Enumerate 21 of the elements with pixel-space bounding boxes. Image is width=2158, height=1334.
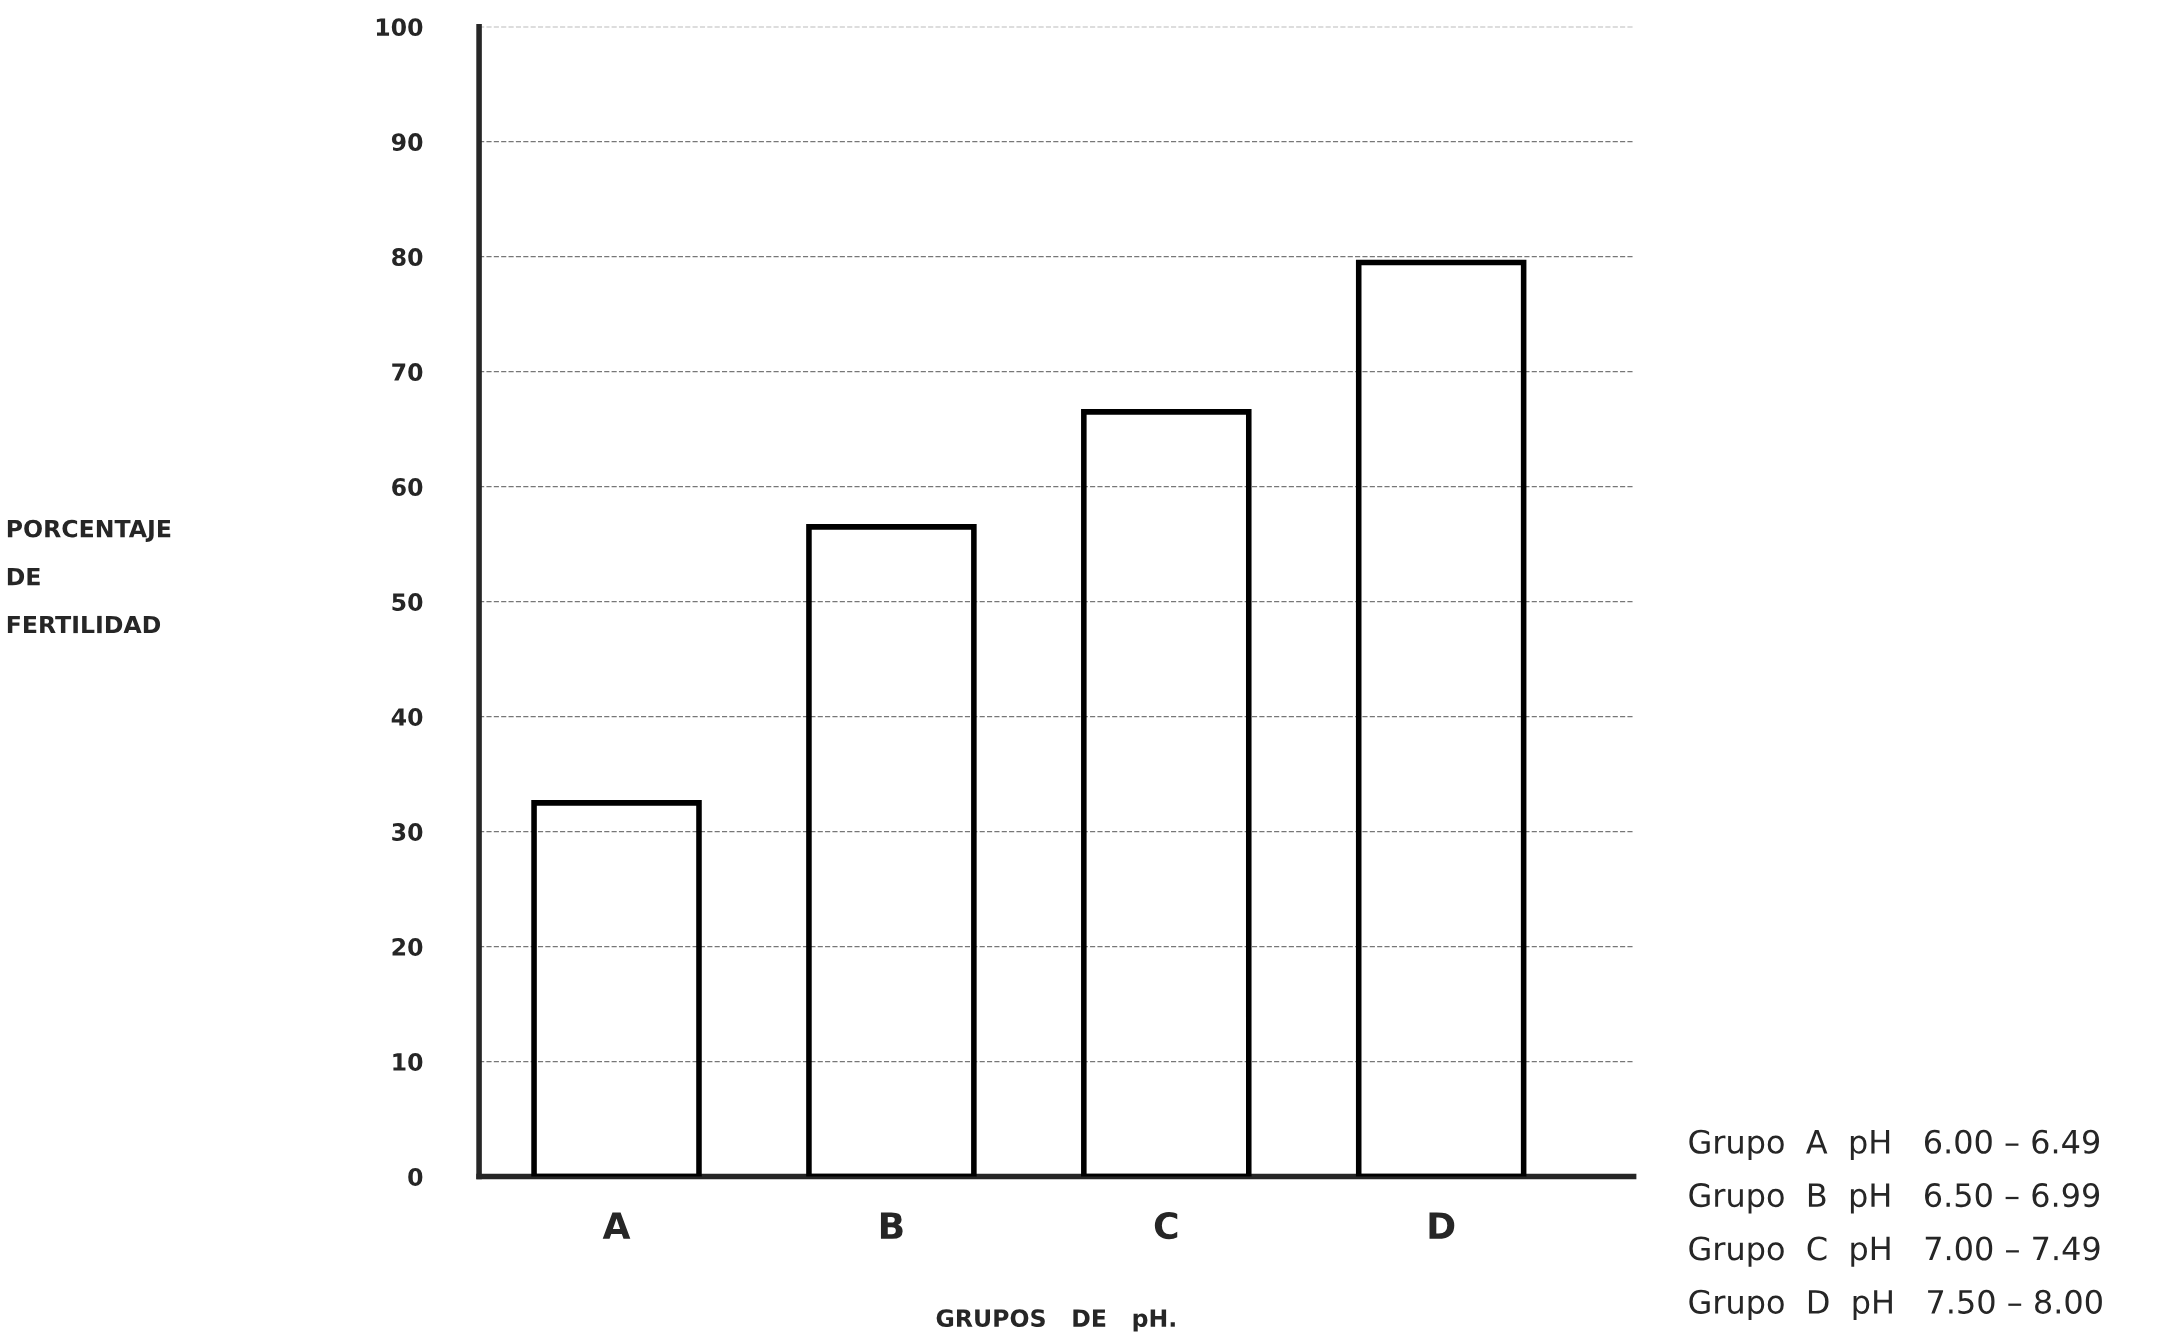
y-tick-label: 60 — [392, 478, 423, 496]
x-tick-label: A — [602, 1212, 631, 1239]
y-tick-label: 20 — [392, 938, 423, 956]
text: Grupo B pH 6.50 – 6.99 — [1689, 1183, 2100, 1214]
x-tick-label: B — [880, 1212, 903, 1239]
x-tick-label: C — [1154, 1211, 1178, 1240]
x-tick-label: D — [1429, 1212, 1455, 1239]
y-tick-label: 50 — [392, 593, 423, 611]
y-tick-label: 0 — [408, 1168, 423, 1186]
y-tick-label: 90 — [391, 133, 423, 151]
y-tick-label: 100 — [376, 18, 423, 36]
text: PORCENTAJE DE FERTILIDAD — [7, 519, 171, 634]
y-tick-label: 70 — [392, 363, 423, 381]
y-tick-label: 40 — [391, 708, 423, 726]
text: Grupo D pH 7.50 – 8.00 — [1689, 1289, 2102, 1321]
text: Grupo A pH 6.00 – 6.49 — [1689, 1129, 2100, 1161]
y-tick-label: 30 — [392, 823, 423, 841]
x-axis-title: GRUPOS DE pH. — [936, 1309, 1175, 1332]
text: Grupo C pH 7.00 – 7.49 — [1689, 1236, 2100, 1267]
y-tick-label: 80 — [392, 248, 423, 266]
y-tick-label: 10 — [393, 1053, 423, 1071]
